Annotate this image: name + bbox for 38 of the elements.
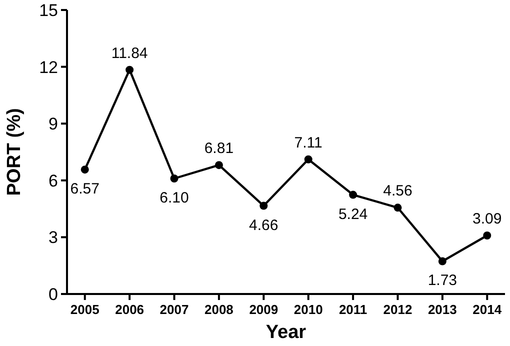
x-tick-label: 2011 [338, 302, 368, 317]
point [349, 190, 358, 199]
data-label: 7.11 [294, 134, 322, 152]
data-label: 4.66 [249, 216, 278, 234]
x-tick-label: 2006 [115, 302, 144, 317]
data-label: 11.84 [111, 44, 148, 62]
x-tick-label: 2014 [472, 302, 502, 317]
x-tick-label: 2007 [160, 302, 189, 317]
x-tick-label: 2012 [383, 302, 412, 317]
data-label: 3.09 [472, 210, 502, 228]
point [80, 166, 89, 174]
data-label: 6.81 [204, 140, 234, 158]
data-label: 1.73 [428, 272, 458, 290]
y-tick-label: 12 [39, 58, 58, 77]
y-tick-label: 6 [48, 171, 58, 190]
y-tick-label: 9 [48, 114, 58, 134]
point [483, 231, 492, 240]
point [126, 66, 134, 74]
y-axis-title: PORT (%) [4, 108, 25, 196]
data-label: 4.56 [383, 182, 412, 200]
y-tick-label: 15 [39, 0, 58, 20]
x-tick-label: 2008 [204, 302, 234, 317]
x-axis-title: Year [266, 322, 307, 343]
point [438, 257, 446, 266]
data-label: 5.24 [338, 206, 368, 223]
point [170, 174, 178, 183]
x-tick-label: 2009 [249, 302, 278, 317]
x-tick-label: 2010 [294, 302, 323, 317]
y-tick-label: 0 [48, 284, 58, 304]
point [260, 202, 268, 210]
x-tick-label: 2013 [428, 302, 457, 317]
point [394, 204, 402, 212]
point [304, 155, 312, 164]
point [214, 161, 223, 170]
data-label: 6.10 [160, 190, 189, 207]
y-tick-label: 3 [48, 228, 58, 248]
x-tick-label: 2005 [70, 302, 100, 317]
data-label: 6.57 [70, 180, 100, 198]
